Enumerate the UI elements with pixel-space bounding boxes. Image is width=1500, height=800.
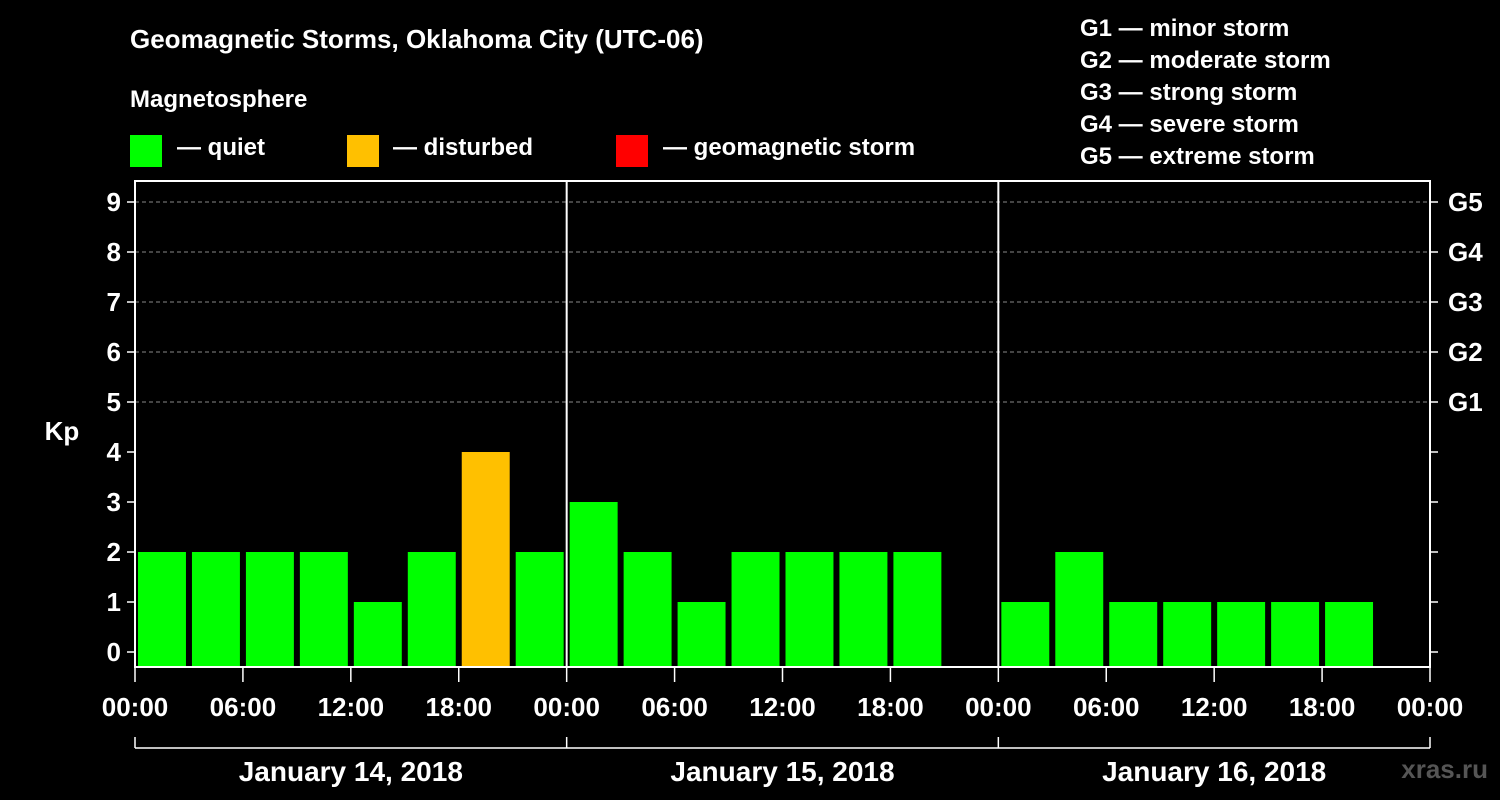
kp-bar <box>1001 602 1050 667</box>
kp-bar <box>623 552 672 667</box>
x-tick-label: 00:00 <box>1397 692 1464 722</box>
x-tick-label: 18:00 <box>857 692 924 722</box>
storm-scale-g5: G5 — extreme storm <box>1080 143 1315 170</box>
watermark: xras.ru <box>1401 754 1488 784</box>
legend-label-disturbed: — disturbed <box>393 134 534 161</box>
legend-label-storm: — geomagnetic storm <box>663 134 916 161</box>
y-tick-label: 1 <box>107 587 121 617</box>
storm-scale-g4: G4 — severe storm <box>1080 111 1299 138</box>
storm-level-label: G4 <box>1448 237 1483 267</box>
day-label: January 16, 2018 <box>1102 756 1326 787</box>
kp-bar <box>245 552 294 667</box>
chart-title: Geomagnetic Storms, Oklahoma City (UTC-0… <box>130 24 704 54</box>
kp-bar <box>138 552 186 667</box>
y-tick-label: 3 <box>107 487 121 517</box>
kp-bar <box>353 602 402 667</box>
kp-bar <box>1055 552 1104 667</box>
x-tick-label: 12:00 <box>1181 692 1248 722</box>
kp-bar <box>677 602 726 667</box>
storm-scale-g3: G3 — strong storm <box>1080 79 1298 106</box>
kp-bar <box>515 552 564 667</box>
kp-bar <box>1163 602 1212 667</box>
storm-level-label: G5 <box>1448 187 1483 217</box>
x-tick-label: 12:00 <box>318 692 385 722</box>
kp-bar <box>1109 602 1158 667</box>
y-axis-label: Kp <box>45 416 80 446</box>
legend-swatch-storm <box>616 135 648 167</box>
x-tick-label: 00:00 <box>965 692 1032 722</box>
kp-bar <box>1217 602 1266 667</box>
x-tick-label: 18:00 <box>426 692 493 722</box>
storm-scale-g1: G1 — minor storm <box>1080 15 1290 42</box>
kp-bar <box>785 552 834 667</box>
storm-level-label: G3 <box>1448 287 1483 317</box>
x-tick-label: 00:00 <box>533 692 600 722</box>
x-tick-label: 06:00 <box>210 692 277 722</box>
day-label: January 15, 2018 <box>670 756 894 787</box>
kp-bar <box>299 552 348 667</box>
y-tick-label: 7 <box>107 287 121 317</box>
x-tick-label: 12:00 <box>749 692 816 722</box>
y-tick-label: 0 <box>107 637 121 667</box>
legend-heading: Magnetosphere <box>130 86 308 113</box>
kp-bar <box>1325 602 1374 667</box>
x-tick-label: 18:00 <box>1289 692 1356 722</box>
kp-bar <box>407 552 456 667</box>
kp-bar <box>1271 602 1320 667</box>
y-tick-label: 9 <box>107 187 121 217</box>
kp-bar <box>569 502 618 667</box>
kp-bar <box>191 552 240 667</box>
y-tick-label: 8 <box>107 237 121 267</box>
kp-bar <box>893 552 942 667</box>
kp-bar <box>731 552 780 667</box>
y-tick-label: 6 <box>107 337 121 367</box>
x-tick-label: 06:00 <box>1073 692 1140 722</box>
legend-label-quiet: — quiet <box>177 134 265 161</box>
x-tick-label: 06:00 <box>641 692 708 722</box>
kp-bar <box>461 452 510 667</box>
day-label: January 14, 2018 <box>239 756 463 787</box>
y-tick-label: 5 <box>107 387 121 417</box>
storm-level-label: G1 <box>1448 387 1483 417</box>
kp-bar <box>839 552 888 667</box>
storm-scale-g2: G2 — moderate storm <box>1080 47 1331 74</box>
x-tick-label: 00:00 <box>102 692 169 722</box>
y-tick-label: 4 <box>107 437 122 467</box>
y-tick-label: 2 <box>107 537 121 567</box>
legend-swatch-quiet <box>130 135 162 167</box>
storm-level-label: G2 <box>1448 337 1483 367</box>
legend-swatch-disturbed <box>347 135 379 167</box>
